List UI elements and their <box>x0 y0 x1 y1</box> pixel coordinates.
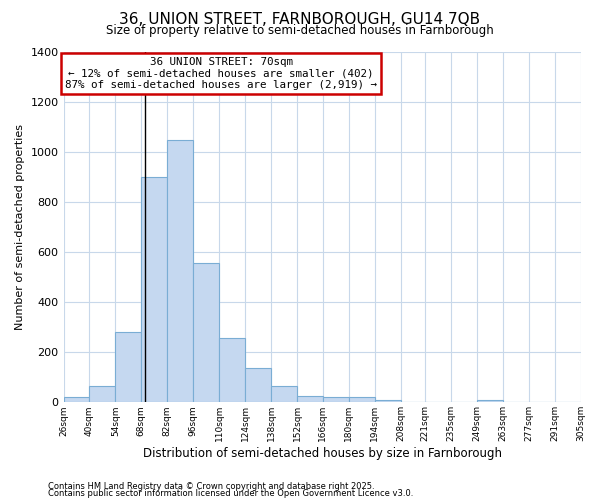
Bar <box>167 140 193 402</box>
Bar <box>64 398 89 402</box>
Text: 36 UNION STREET: 70sqm  
← 12% of semi-detached houses are smaller (402)
87% of : 36 UNION STREET: 70sqm ← 12% of semi-det… <box>65 57 377 90</box>
Bar <box>219 338 245 402</box>
Bar <box>271 386 297 402</box>
Bar <box>323 398 349 402</box>
Text: Contains public sector information licensed under the Open Government Licence v3: Contains public sector information licen… <box>48 489 413 498</box>
Text: Size of property relative to semi-detached houses in Farnborough: Size of property relative to semi-detach… <box>106 24 494 37</box>
Text: Contains HM Land Registry data © Crown copyright and database right 2025.: Contains HM Land Registry data © Crown c… <box>48 482 374 491</box>
Y-axis label: Number of semi-detached properties: Number of semi-detached properties <box>15 124 25 330</box>
Bar <box>115 332 142 402</box>
Bar <box>349 398 375 402</box>
Bar <box>375 400 401 402</box>
Bar <box>142 177 167 402</box>
Bar <box>193 263 219 402</box>
X-axis label: Distribution of semi-detached houses by size in Farnborough: Distribution of semi-detached houses by … <box>143 447 502 460</box>
Bar <box>477 400 503 402</box>
Bar <box>245 368 271 402</box>
Bar <box>89 386 115 402</box>
Bar <box>297 396 323 402</box>
Text: 36, UNION STREET, FARNBOROUGH, GU14 7QB: 36, UNION STREET, FARNBOROUGH, GU14 7QB <box>119 12 481 28</box>
